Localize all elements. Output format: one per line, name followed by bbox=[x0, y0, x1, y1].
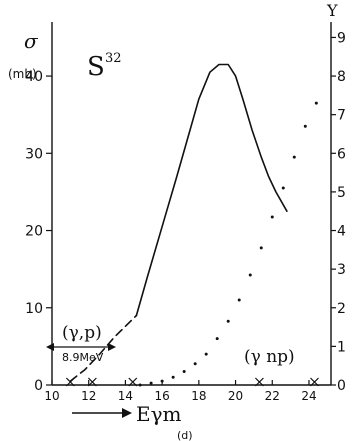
series-group bbox=[65, 63, 319, 387]
y-tick-label-right-2: 2 bbox=[337, 301, 346, 317]
series-2-point-16 bbox=[314, 101, 318, 105]
x-axis-label-sub: (d) bbox=[177, 429, 193, 441]
baseline-cross-0 bbox=[65, 377, 75, 387]
y-tick-label-right-6: 6 bbox=[337, 146, 346, 162]
x-tick-label-18: 18 bbox=[191, 389, 206, 403]
series-2-point-1 bbox=[149, 381, 153, 385]
series-2-point-11 bbox=[259, 246, 263, 250]
x-tick-label-16: 16 bbox=[154, 389, 169, 403]
y-tick-label-left-30: 30 bbox=[25, 146, 43, 162]
series-2-point-8 bbox=[226, 319, 230, 323]
y-tick-label-left-10: 10 bbox=[25, 301, 43, 317]
threshold-arrowhead-right bbox=[108, 343, 116, 351]
series-2-point-7 bbox=[215, 337, 219, 341]
y-tick-label-right-7: 7 bbox=[337, 108, 346, 124]
series-2-point-0 bbox=[138, 383, 142, 387]
y-tick-label-left-20: 20 bbox=[25, 224, 43, 240]
annotation-gamma-p: (γ,p) bbox=[62, 323, 102, 343]
y-tick-label-left-0: 0 bbox=[34, 378, 43, 394]
element-mass: 32 bbox=[105, 51, 122, 66]
x-axis-label: Eγm bbox=[136, 402, 182, 426]
x-label-arrowhead bbox=[122, 408, 132, 418]
series-2-point-14 bbox=[292, 155, 296, 159]
series-2-point-2 bbox=[160, 379, 164, 383]
series-2-point-13 bbox=[281, 186, 285, 190]
series-2-point-3 bbox=[171, 375, 175, 379]
baseline-cross-3 bbox=[254, 377, 264, 387]
y-tick-label-right-9: 9 bbox=[337, 30, 346, 46]
threshold-arrowhead-left bbox=[46, 343, 54, 351]
baseline-cross-4 bbox=[310, 377, 319, 387]
y-axis-label-right: Y bbox=[326, 1, 338, 20]
y-tick-label-left-40: 40 bbox=[25, 69, 43, 85]
annotation-gamma-np: (γ np) bbox=[244, 347, 295, 367]
x-tick-label-24: 24 bbox=[301, 389, 316, 403]
y-tick-label-right-0: 0 bbox=[337, 378, 346, 394]
series-2-point-9 bbox=[237, 298, 241, 302]
series-1-dashed-line bbox=[69, 314, 138, 382]
y-axis-unit-left: (mb) bbox=[8, 67, 37, 81]
y-tick-label-right-4: 4 bbox=[337, 224, 346, 240]
baseline-cross-1 bbox=[87, 377, 97, 387]
y-axis-label-left: σ bbox=[24, 29, 39, 53]
series-2-point-4 bbox=[182, 369, 186, 373]
series-2-point-5 bbox=[193, 362, 197, 366]
series-2-point-6 bbox=[204, 352, 208, 356]
y-tick-label-right-1: 1 bbox=[337, 339, 346, 355]
x-tick-label-10: 10 bbox=[44, 389, 59, 403]
y-tick-label-right-3: 3 bbox=[337, 262, 346, 278]
x-tick-label-22: 22 bbox=[265, 389, 280, 403]
x-tick-label-20: 20 bbox=[228, 389, 243, 403]
x-tick-label-12: 12 bbox=[81, 389, 96, 403]
baseline-cross-2 bbox=[128, 377, 138, 387]
series-0-solid-line bbox=[135, 63, 288, 317]
series-2-point-12 bbox=[270, 215, 274, 219]
x-tick-label-14: 14 bbox=[118, 389, 133, 403]
element-label: S bbox=[87, 52, 105, 82]
series-2-point-10 bbox=[248, 273, 252, 277]
annotation-threshold: 8.9MeV bbox=[62, 351, 104, 364]
y-tick-label-right-5: 5 bbox=[337, 185, 346, 201]
y-tick-label-right-8: 8 bbox=[337, 69, 346, 85]
series-2-point-15 bbox=[303, 124, 307, 128]
